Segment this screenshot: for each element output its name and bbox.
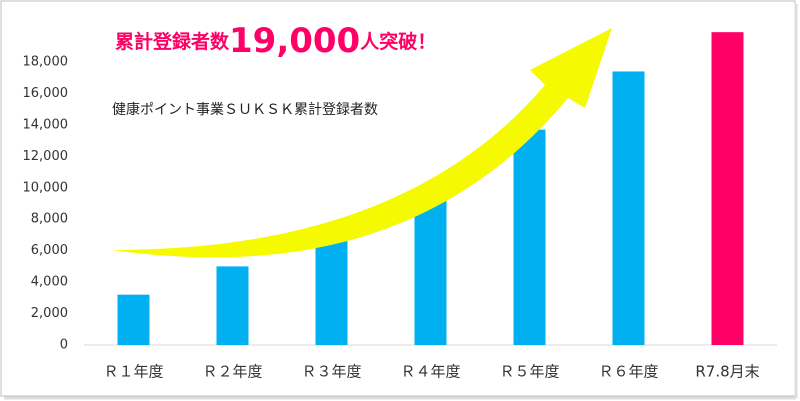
y-tick-label: 0 xyxy=(60,338,68,353)
x-tick-label: Ｒ４年度 xyxy=(400,363,460,381)
y-tick-label: 14,000 xyxy=(23,117,69,132)
growth-arrow xyxy=(112,28,612,258)
y-tick-label: 16,000 xyxy=(23,86,69,101)
chart-title: 累計登録者数19,000人突破！ xyxy=(115,21,436,61)
subtitle: 健康ポイント事業ＳＵＫＳＫ累計登録者数 xyxy=(112,101,378,118)
bar xyxy=(612,71,645,346)
bar xyxy=(117,294,150,345)
x-tick-label: Ｒ１年度 xyxy=(103,363,163,381)
x-tick-label: Ｒ５年度 xyxy=(499,363,559,381)
y-tick-label: 12,000 xyxy=(23,149,69,164)
y-tick-label: 18,000 xyxy=(23,55,69,70)
y-tick-label: 6,000 xyxy=(31,243,68,258)
bar xyxy=(414,189,447,345)
y-tick-label: 4,000 xyxy=(31,275,68,290)
bar xyxy=(513,129,546,345)
x-tick-label: R7.8月末 xyxy=(695,363,759,381)
x-tick-label: Ｒ６年度 xyxy=(598,363,658,381)
title-number: 19,000 xyxy=(229,21,360,61)
y-tick-label: 10,000 xyxy=(23,180,69,195)
y-tick-label: 2,000 xyxy=(31,306,68,321)
title-part: 人突破！ xyxy=(360,30,436,53)
bar xyxy=(216,266,249,345)
title-part: 累計登録者数 xyxy=(115,30,230,53)
x-tick-label: Ｒ２年度 xyxy=(202,363,262,381)
x-tick-label: Ｒ３年度 xyxy=(301,363,361,381)
bar xyxy=(711,32,744,346)
bar xyxy=(315,238,348,345)
y-tick-label: 8,000 xyxy=(31,212,68,227)
